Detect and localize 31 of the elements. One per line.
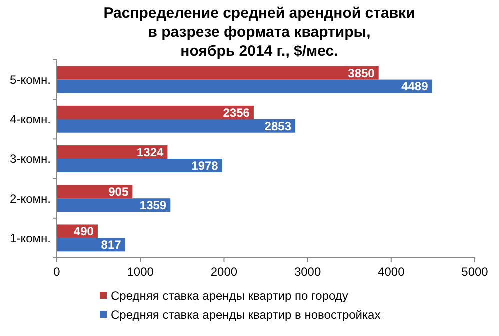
y-tick-label: 2-комн. [10, 192, 51, 206]
data-label: 905 [108, 185, 129, 200]
x-tick-label: 5000 [462, 265, 489, 279]
data-label: 490 [74, 224, 94, 239]
data-label: 1359 [140, 198, 167, 213]
y-tick-label: 3-комн. [10, 152, 51, 166]
data-label: 817 [101, 238, 122, 252]
legend-label: Средняя ставка аренды квартир по городу [111, 289, 348, 304]
y-tick-label: 1-комн. [10, 231, 51, 246]
x-tick-label: 0 [54, 265, 61, 279]
legend-label: Средняя ставка аренды квартир в новостройках [111, 308, 381, 322]
data-label: 1978 [192, 158, 219, 173]
data-label: 4489 [402, 80, 429, 94]
data-label: 3850 [348, 66, 376, 80]
x-tick-label: 1000 [127, 265, 154, 279]
bar [57, 66, 379, 80]
x-tick-label: 2000 [210, 265, 238, 279]
data-label: 2356 [223, 106, 250, 120]
y-tick-label: 5-комн. [10, 73, 51, 87]
y-tick-label: 4-комн. [10, 112, 51, 127]
data-label: 1324 [136, 145, 164, 160]
x-tick-label: 4000 [378, 265, 406, 279]
bar [57, 119, 296, 133]
x-tick-label: 3000 [294, 265, 322, 279]
bar [57, 80, 432, 94]
data-label: 2853 [264, 119, 292, 134]
bar [57, 159, 222, 172]
chart-title: Распределение средней арендной ставки в разрезе формата квартиры, ноябрь 2014 г., $/мес. [104, 5, 416, 60]
bar [57, 106, 254, 120]
bar [57, 146, 168, 159]
bar [57, 198, 171, 212]
